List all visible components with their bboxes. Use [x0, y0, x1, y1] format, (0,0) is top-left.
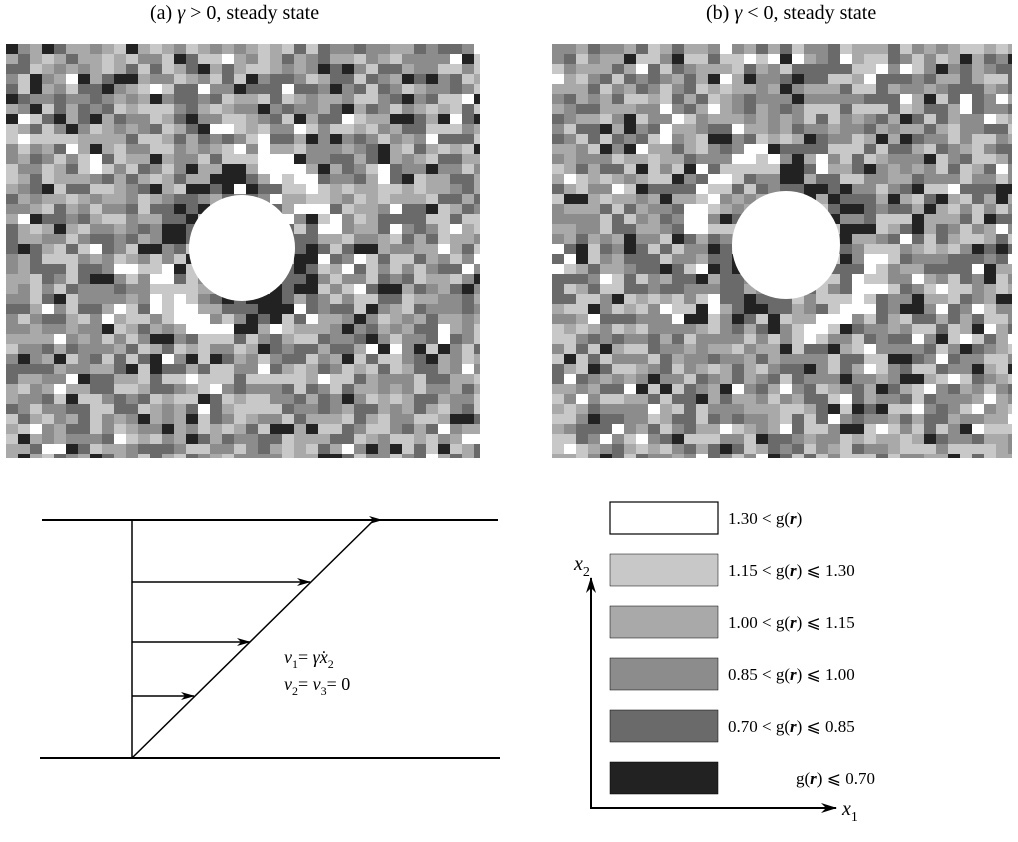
panel-b-gamma: γ [734, 2, 743, 24]
legend-swatch-0 [609, 501, 719, 535]
x1-axis-label: x1 [841, 798, 858, 825]
velocity-equation-2: v2= v3= 0 [284, 674, 350, 698]
x2-axis-label: x2 [573, 553, 590, 580]
legend-label-0: 1.30 < g(r) [728, 509, 802, 528]
panel-a-condition: > 0, steady state [185, 2, 320, 24]
panel-b-letter: (b) [706, 2, 730, 24]
legend-swatch-3 [609, 657, 719, 691]
map-b-svg [552, 44, 1012, 458]
panel-a-letter: (a) [150, 2, 173, 24]
legend-label-2: 1.00 < g(r) ⩽ 1.15 [728, 613, 855, 632]
legend-label-4: 0.70 < g(r) ⩽ 0.85 [728, 717, 855, 736]
shear-flow-diagram: v1= γ̇x2 v2= v3= 0 [40, 516, 500, 759]
map-a-svg [6, 44, 480, 458]
panel-b-condition: < 0, steady state [742, 2, 877, 24]
legend-swatch-2 [609, 605, 719, 639]
excluded-particle-disk-b [732, 191, 840, 299]
legend-swatch-4 [609, 709, 719, 743]
map-a-cells [6, 44, 480, 458]
pair-distribution-map-b [552, 44, 1018, 458]
legend-swatch-5 [609, 761, 719, 795]
legend-and-axes: x2 x1 1.30 < g(r) 1.15 < g(r) ⩽ 1.30 1.00 … [573, 501, 875, 825]
velocity-equation-1: v1= γ̇x2 [284, 647, 334, 671]
pair-distribution-map-a [6, 44, 480, 458]
legend-label-5: g(r) ⩽ 0.70 [796, 769, 875, 788]
excluded-particle-disk-a [189, 195, 295, 301]
panel-a-title: (a) γ > 0, steady state [150, 2, 319, 25]
map-b-cells [552, 44, 1012, 458]
panel-b-title: (b) γ < 0, steady state [706, 2, 876, 25]
legend: 1.30 < g(r) 1.15 < g(r) ⩽ 1.30 1.00 < g(r)… [609, 501, 875, 795]
legend-label-3: 0.85 < g(r) ⩽ 1.00 [728, 665, 855, 684]
legend-swatch-1 [609, 553, 719, 587]
legend-label-1: 1.15 < g(r) ⩽ 1.30 [728, 561, 855, 580]
panel-a-gamma: γ [177, 2, 186, 24]
velocity-profile-line [131, 519, 375, 759]
